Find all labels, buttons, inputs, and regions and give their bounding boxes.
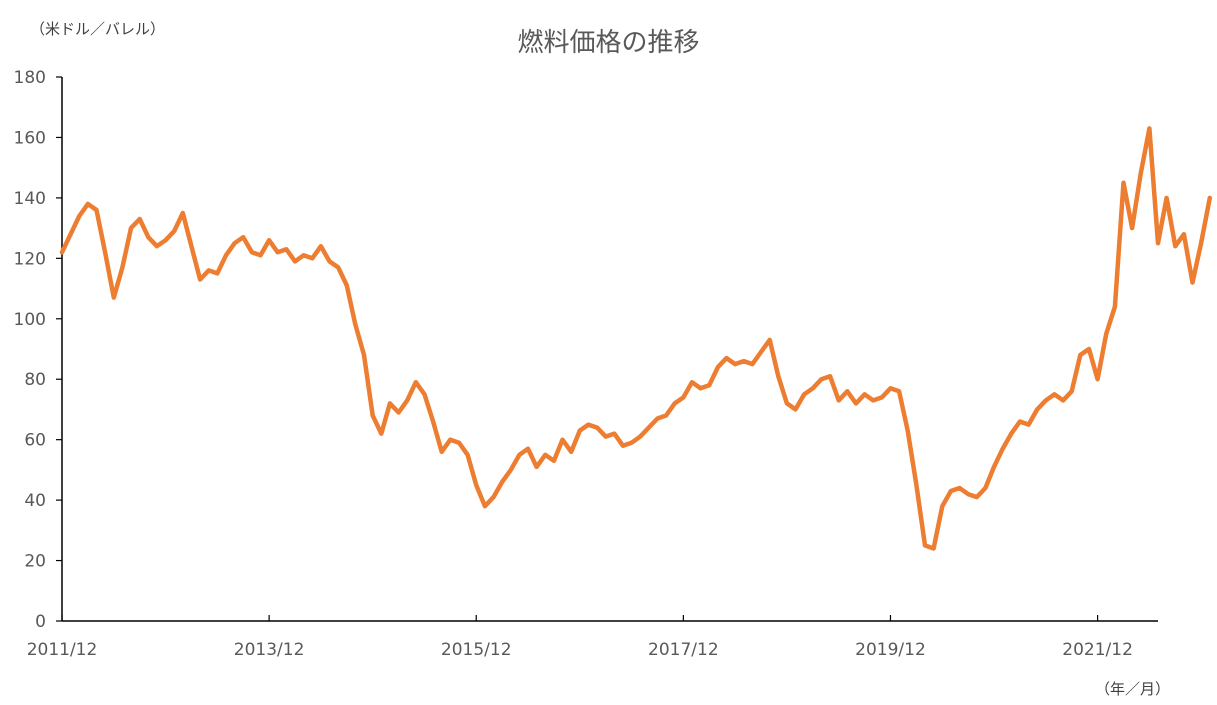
x-tick-label: 2013/12	[234, 640, 305, 660]
y-tick-label: 120	[14, 249, 46, 269]
y-tick-label: 160	[14, 128, 46, 148]
axes	[56, 76, 1158, 622]
x-tick-label: 2015/12	[441, 640, 512, 660]
x-tick-labels: 2011/12 2013/12 2015/12 2017/12 2019/12 2021/…	[27, 640, 1133, 660]
x-axis-unit-label: （年／月）	[1095, 680, 1171, 698]
y-tick-label: 80	[24, 370, 46, 390]
x-tick-label: 2019/12	[855, 640, 926, 660]
y-tick-label: 40	[24, 491, 46, 511]
y-tick-label: 100	[14, 310, 46, 330]
y-tick-labels: 0 20 40 60 80 100 120 140 160 180	[14, 68, 46, 632]
chart-title: 燃料価格の推移	[517, 28, 700, 58]
y-tick-label: 180	[14, 68, 46, 88]
y-tick-label: 60	[24, 431, 46, 451]
y-tick-label: 20	[24, 552, 46, 572]
series-line	[59, 126, 1213, 551]
y-tick-label: 140	[14, 189, 46, 209]
series-group	[59, 126, 1213, 551]
y-axis-unit-label: （米ドル／バレル）	[30, 20, 166, 38]
x-tick-label: 2017/12	[648, 640, 719, 660]
y-tick-label: 0	[35, 612, 46, 632]
x-tick-label: 2011/12	[27, 640, 98, 660]
x-tick-label: 2021/12	[1062, 640, 1133, 660]
